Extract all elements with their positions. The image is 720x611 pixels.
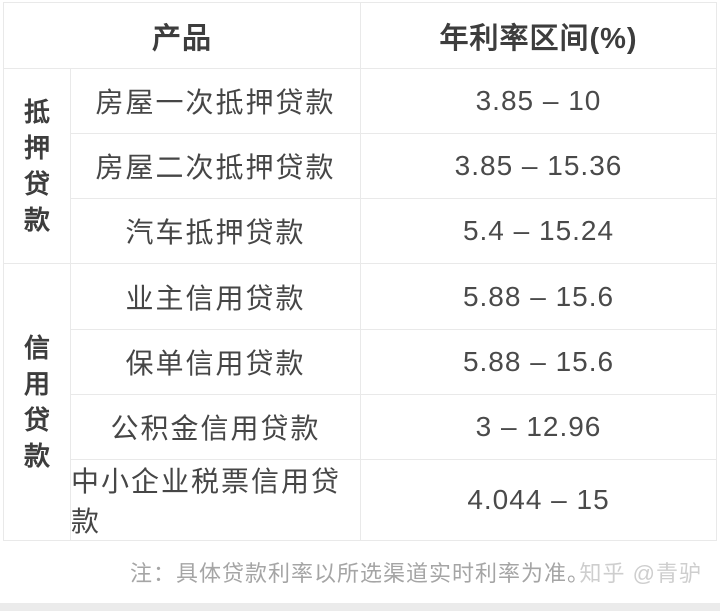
product-name: 业主信用贷款 bbox=[125, 282, 306, 314]
rate-range: 5.4 – 15.24 bbox=[462, 215, 615, 247]
table-row-product: 汽车抵押贷款 bbox=[71, 199, 361, 265]
category-label-mortgage: 抵押贷款 bbox=[23, 97, 50, 236]
rate-range: 3.85 – 10 bbox=[475, 85, 602, 117]
table-row-rate: 4.044 – 15 bbox=[361, 460, 716, 540]
category-label-credit: 信用贷款 bbox=[23, 333, 50, 472]
bottom-strip bbox=[0, 603, 720, 611]
product-name: 保单信用贷款 bbox=[125, 347, 306, 379]
table-row-rate: 3.85 – 10 bbox=[361, 69, 716, 135]
product-name: 汽车抵押贷款 bbox=[125, 217, 306, 249]
table-row-product: 业主信用贷款 bbox=[71, 264, 361, 330]
rate-range: 5.88 – 15.6 bbox=[462, 280, 615, 312]
table-row-product: 房屋一次抵押贷款 bbox=[71, 69, 361, 135]
table-row-rate: 5.88 – 15.6 bbox=[361, 264, 716, 330]
zhihu-watermark: 知乎 @青驴 bbox=[579, 561, 702, 586]
header-cell-rate: 年利率区间(%) bbox=[361, 3, 716, 69]
rate-range: 5.88 – 15.6 bbox=[462, 345, 615, 377]
category-cell-credit: 信用贷款 bbox=[4, 264, 71, 540]
table-row-product: 保单信用贷款 bbox=[71, 329, 361, 395]
rate-range: 4.044 – 15 bbox=[467, 483, 610, 515]
category-cell-mortgage: 抵押贷款 bbox=[4, 69, 71, 265]
table-row-rate: 5.88 – 15.6 bbox=[361, 330, 716, 395]
header-cell-product: 产品 bbox=[4, 3, 361, 69]
table-row-product: 房屋二次抵押贷款 bbox=[71, 134, 361, 200]
loan-rate-table: 产品 年利率区间(%) 抵押贷款 信用贷款 房屋一次抵押贷款 3.85 – 10… bbox=[3, 2, 717, 541]
product-name: 中小企业税票信用贷款 bbox=[71, 465, 342, 537]
table-row-rate: 3 – 12.96 bbox=[361, 395, 716, 460]
rate-range: 3.85 – 15.36 bbox=[454, 150, 623, 182]
footnote: 注：具体贷款利率以所选渠道实时利率为准。 bbox=[129, 561, 590, 586]
header-rate-label: 年利率区间(%) bbox=[439, 22, 638, 55]
product-name: 房屋二次抵押贷款 bbox=[95, 152, 336, 184]
rate-range: 3 – 12.96 bbox=[475, 410, 602, 442]
product-name: 房屋一次抵押贷款 bbox=[95, 87, 336, 119]
product-name: 公积金信用贷款 bbox=[110, 412, 321, 444]
table-row-product: 公积金信用贷款 bbox=[71, 394, 361, 460]
table-row-rate: 5.4 – 15.24 bbox=[361, 199, 716, 265]
table-row-product: 中小企业税票信用贷款 bbox=[71, 459, 361, 540]
table-row-rate: 3.85 – 15.36 bbox=[361, 134, 716, 200]
header-product-label: 产品 bbox=[151, 22, 212, 55]
footer: 注：具体贷款利率以所选渠道实时利率为准。 知乎 @青驴 bbox=[0, 541, 720, 603]
